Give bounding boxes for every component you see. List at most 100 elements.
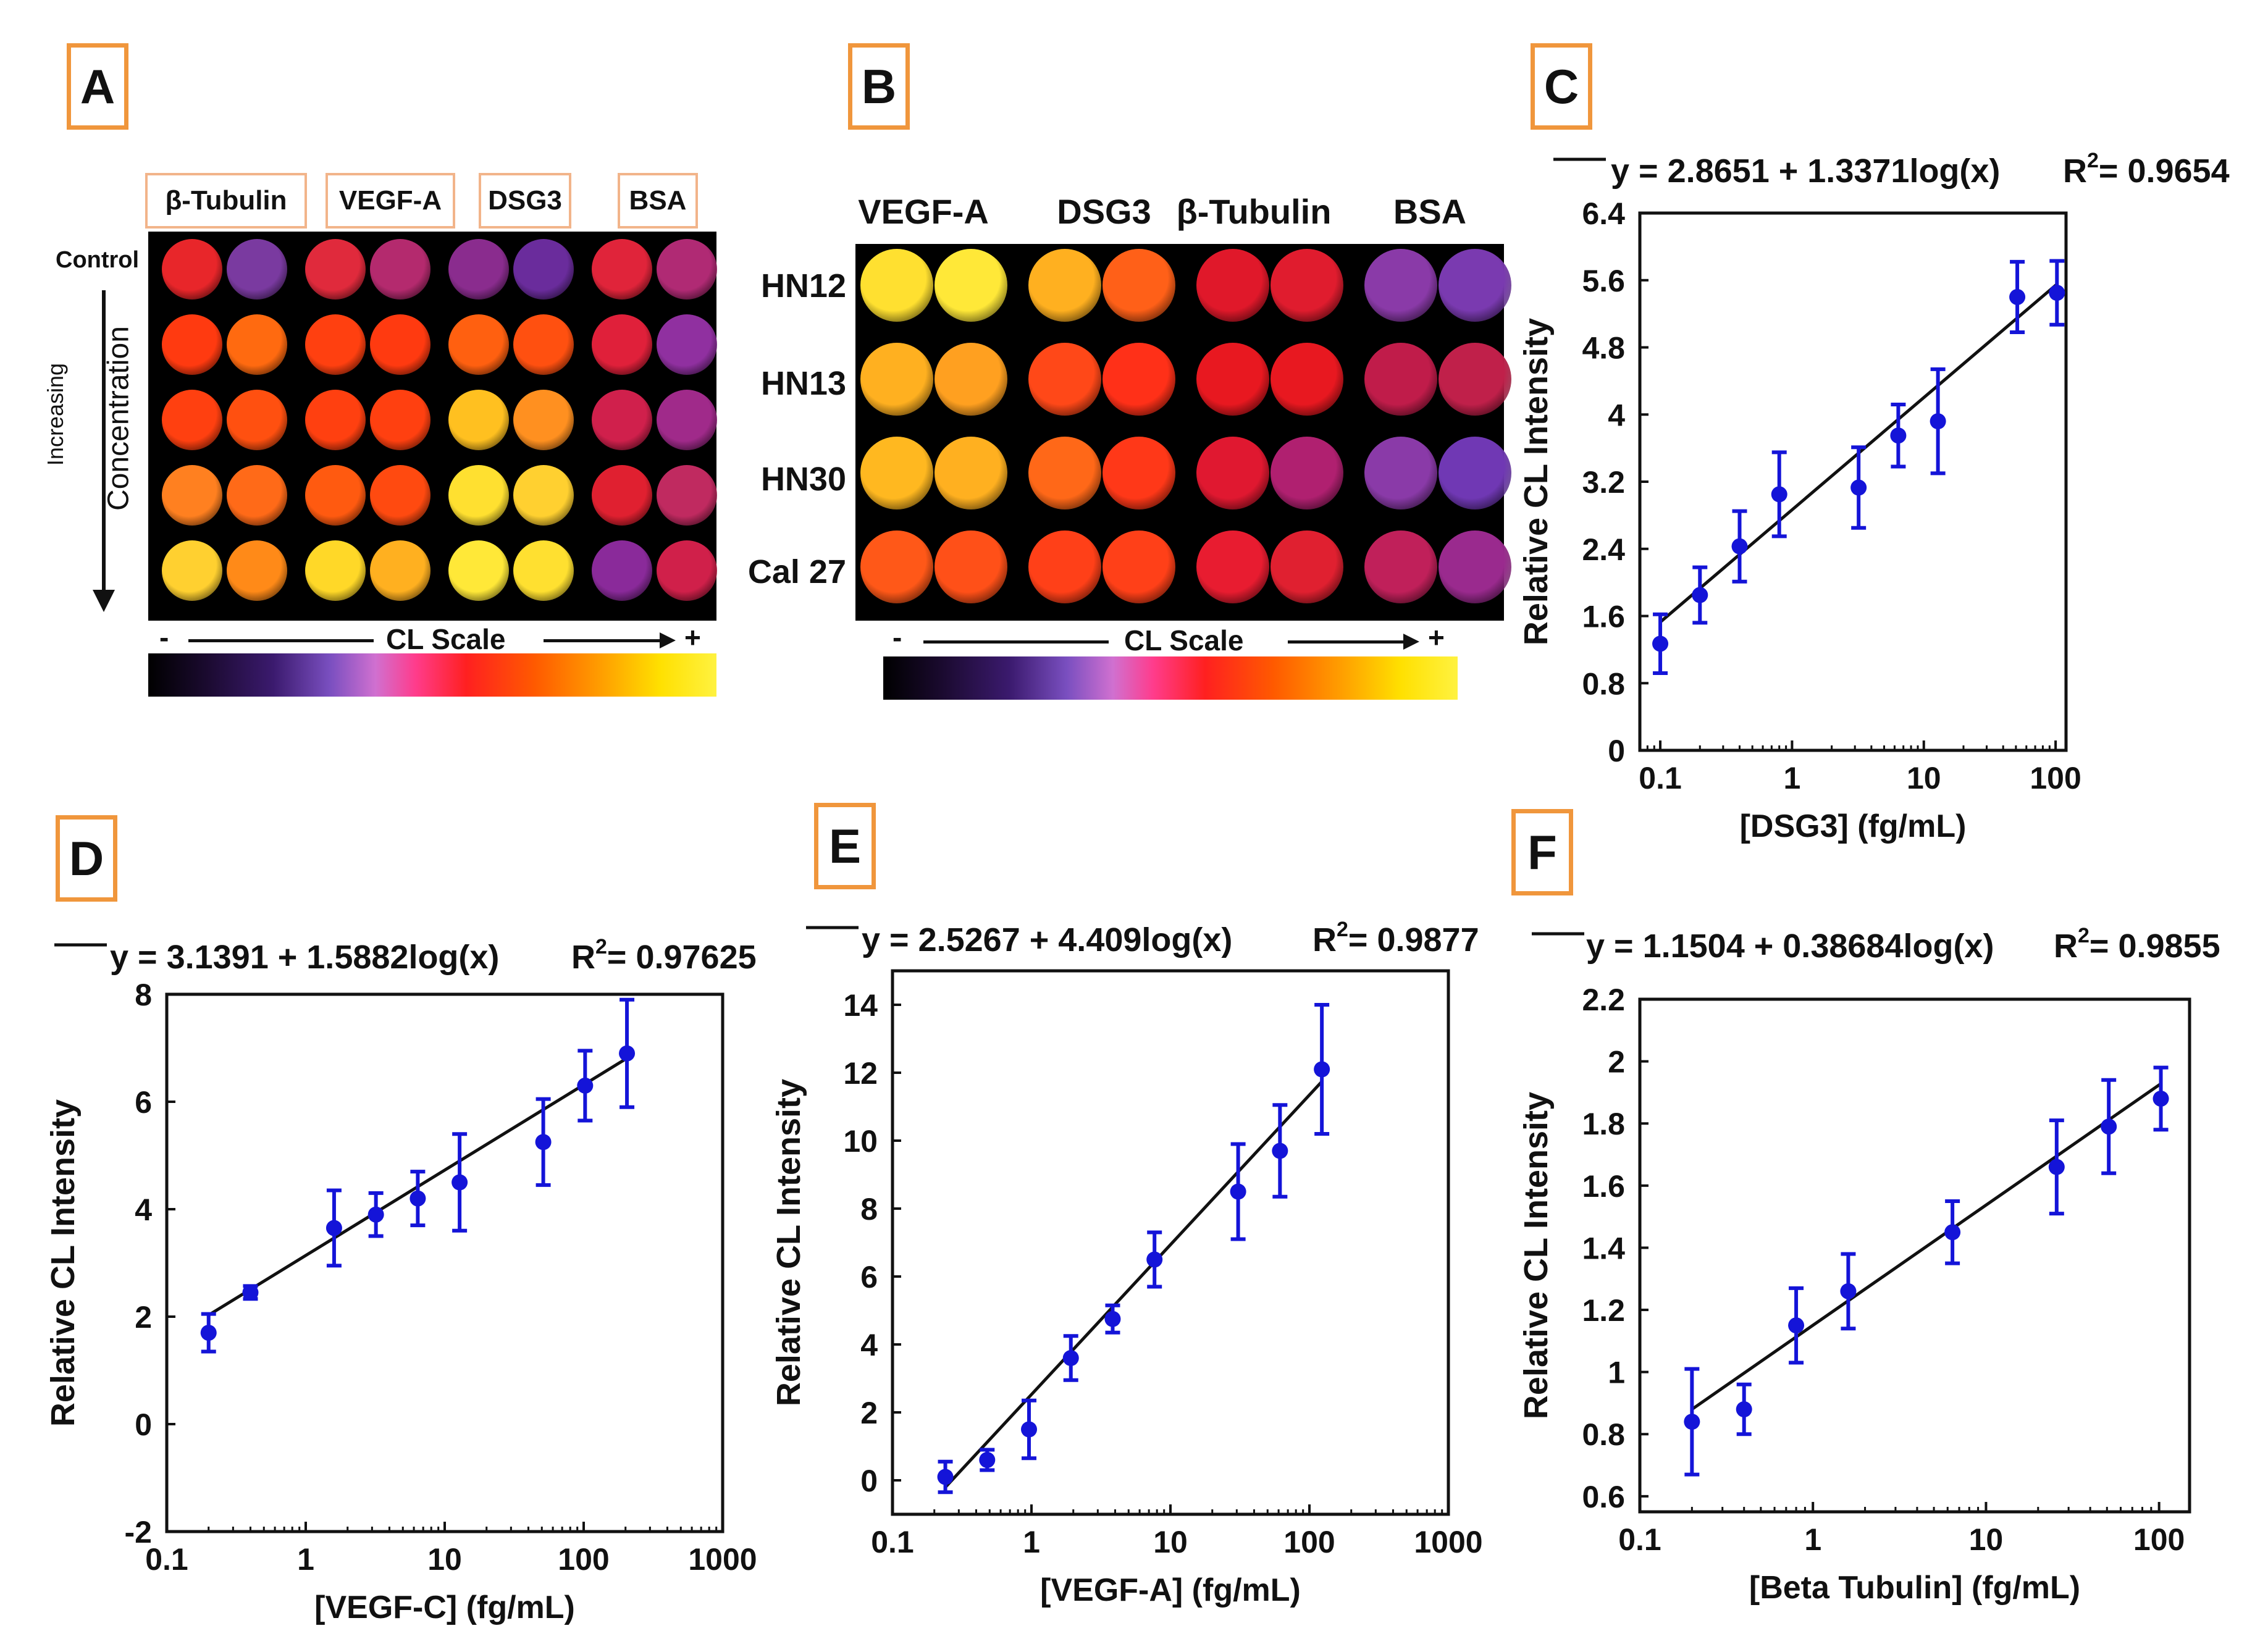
y-tick-label: 12 (843, 1056, 878, 1091)
panel-label-d: D (56, 815, 117, 902)
well (1196, 249, 1269, 322)
cl-scale-bar (148, 653, 716, 697)
well (1270, 437, 1343, 509)
data-point (1840, 1283, 1857, 1299)
well (448, 465, 509, 526)
y-tick-label: 8 (860, 1192, 878, 1226)
well (1438, 437, 1511, 509)
y-tick-label: 0 (135, 1407, 152, 1442)
x-tick-label: 100 (558, 1542, 609, 1577)
well (162, 465, 222, 526)
well (1102, 343, 1175, 416)
r2-superscript: 2 (2078, 924, 2090, 947)
well (657, 239, 717, 300)
data-point (410, 1190, 426, 1207)
data-point (979, 1452, 996, 1468)
well (370, 239, 430, 300)
fit-line (1690, 1082, 2162, 1411)
well (448, 390, 509, 450)
x-tick-label: 1 (1023, 1525, 1040, 1559)
scale-arrow-left (923, 640, 1109, 644)
data-point (1021, 1421, 1038, 1438)
y-tick-label: 1.4 (1582, 1231, 1625, 1265)
scale-arrow-left (188, 639, 374, 642)
well (305, 239, 366, 300)
y-tick-label: 6 (135, 1085, 152, 1120)
panel-b-image (855, 244, 1511, 621)
well (162, 390, 222, 450)
scale-minus: - (159, 621, 169, 653)
r2-value: = 0.9654 (2099, 153, 2230, 190)
data-point (1930, 413, 1946, 430)
well (513, 540, 574, 601)
x-tick-label: 10 (1969, 1522, 2004, 1557)
control-label: Control (56, 247, 140, 273)
x-tick-label: 1 (1783, 761, 1800, 795)
well (305, 314, 366, 375)
well (305, 540, 366, 601)
data-point (937, 1469, 954, 1485)
r2-letter: R (1312, 921, 1337, 958)
scale-arrow-head-icon (1403, 634, 1419, 650)
x-tick-label: 1000 (1414, 1525, 1482, 1559)
y-tick-label: 1.6 (1582, 600, 1625, 634)
x-axis-label: [VEGF-C] (fg/mL) (314, 1590, 575, 1625)
well (1196, 343, 1269, 416)
well (305, 465, 366, 526)
y-tick-label: 1 (1608, 1356, 1625, 1390)
well (1438, 249, 1511, 322)
y-tick-label: 0 (860, 1464, 878, 1498)
well (448, 239, 509, 300)
y-tick-label: 1.2 (1582, 1293, 1625, 1328)
cl-scale-bar (883, 656, 1458, 700)
r2-superscript: 2 (595, 935, 607, 958)
y-tick-label: 0 (1608, 734, 1625, 768)
well (1102, 249, 1175, 322)
data-point (577, 1077, 594, 1094)
well (1438, 530, 1511, 603)
well (370, 314, 430, 375)
data-point (619, 1045, 636, 1062)
data-point (1104, 1310, 1121, 1327)
x-tick-label: 1 (1804, 1522, 1821, 1557)
well (592, 239, 652, 300)
equation-label: y = 1.1504 + 0.38684log(x) (1586, 928, 1994, 965)
well (162, 314, 222, 375)
r2-value: = 0.97625 (607, 939, 757, 976)
r2-letter: R (571, 939, 595, 976)
data-point (1314, 1061, 1330, 1078)
data-point (2101, 1118, 2117, 1135)
well (513, 314, 574, 375)
panel-a-col-label: VEGF-A (326, 173, 455, 229)
y-tick-label: 0.6 (1582, 1480, 1625, 1514)
x-tick-label: 100 (2030, 761, 2081, 795)
y-axis-label: Relative CL Intensity (1518, 1092, 1555, 1419)
scale-plus: + (684, 621, 701, 653)
data-point (200, 1325, 217, 1341)
scale-label: CL Scale (386, 623, 506, 655)
panel-b-row-label: HN30 (760, 461, 846, 498)
data-point (2049, 285, 2065, 301)
data-point (2009, 288, 2026, 305)
x-tick-label: 10 (1907, 761, 1941, 795)
well (1364, 343, 1437, 416)
y-tick-label: 4 (860, 1328, 878, 1362)
panel-b-col-label: BSA (1393, 192, 1467, 231)
y-tick-label: 0.8 (1582, 666, 1625, 701)
scale-arrow-right (1288, 640, 1405, 644)
y-tick-label: 4.8 (1582, 331, 1625, 366)
data-point (1850, 479, 1867, 496)
chart-e: y = 2.5267 + 4.409log(x) R2= 0.9877024681… (770, 918, 1483, 1608)
r2-label: R2= 0.9654 (2063, 149, 2230, 190)
equation-label: y = 3.1391 + 1.5882log(x) (110, 939, 499, 976)
well (657, 465, 717, 526)
panel-label-c: C (1531, 43, 1592, 130)
data-point (1771, 486, 1787, 503)
y-tick-label: 6 (860, 1260, 878, 1294)
x-tick-label: 0.1 (145, 1542, 188, 1577)
panel-b-col-label: VEGF-A (858, 192, 989, 231)
r2-superscript: 2 (1337, 918, 1348, 941)
y-tick-label: 1.6 (1582, 1169, 1625, 1204)
r2-label: R2= 0.9855 (2054, 924, 2220, 965)
